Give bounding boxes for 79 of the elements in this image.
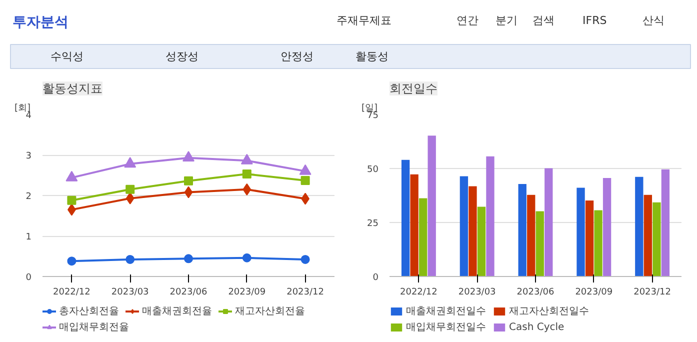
y-tick-label: 75 <box>367 111 378 121</box>
bar <box>661 169 670 276</box>
x-tick-label: 2023/12 <box>286 288 324 298</box>
text: 수익성 <box>50 50 84 63</box>
y-axis-title: [회] <box>14 104 31 114</box>
point <box>184 186 193 198</box>
legend-label: 매입채무회전일수 <box>406 321 486 334</box>
bar <box>477 206 486 276</box>
bar <box>602 178 612 276</box>
bar <box>468 186 477 276</box>
text: 활동성 <box>356 50 388 63</box>
text: 안정성 <box>280 50 314 63</box>
x-tick-label: 2023/03 <box>458 288 496 298</box>
bar <box>544 168 553 276</box>
point <box>184 254 193 264</box>
y-tick-label: 3 <box>26 152 32 162</box>
point <box>182 150 194 162</box>
x-tick-label: 2023/06 <box>170 288 208 298</box>
bar <box>486 156 494 276</box>
y-tick-label: 0 <box>372 273 379 283</box>
legend-label: 총자산회전율 <box>59 305 119 318</box>
text: 투자분석 <box>12 14 68 30</box>
chart-title: 활동성지표 <box>42 82 102 96</box>
bar <box>652 202 661 276</box>
legend-label: 매출채권회전일수 <box>406 305 486 318</box>
point <box>300 176 310 186</box>
y-tick-label: 25 <box>367 219 378 229</box>
point <box>300 255 310 264</box>
point <box>126 184 135 194</box>
bar <box>644 194 652 276</box>
text: 주재무제표 <box>336 14 392 27</box>
text: 검색 <box>532 14 554 27</box>
text: 연간 <box>456 14 478 27</box>
text: IFRS <box>582 14 607 27</box>
point <box>67 196 76 205</box>
legend-label: 재고자산회전율 <box>235 305 305 318</box>
bar <box>536 211 544 276</box>
bar <box>635 176 644 276</box>
x-tick-label: 2023/09 <box>575 288 613 298</box>
text: 산식 <box>642 14 664 27</box>
x-tick-label: 2022/12 <box>400 288 438 298</box>
legend-label: 매출채권회전율 <box>142 305 212 318</box>
bar <box>428 136 436 276</box>
x-tick-label: 2023/03 <box>111 288 149 298</box>
bar <box>418 198 428 276</box>
legend-label: Cash Cycle <box>509 321 564 333</box>
bar <box>401 160 410 276</box>
point <box>240 154 253 164</box>
bar <box>594 210 602 276</box>
point <box>126 255 135 264</box>
bar <box>585 200 594 276</box>
y-tick-label: 50 <box>367 165 379 175</box>
chart-title: 회전일수 <box>390 82 438 96</box>
point <box>242 253 252 262</box>
point <box>66 170 78 182</box>
bar <box>576 188 585 276</box>
legend-label: 재고자산회전일수 <box>509 305 589 318</box>
y-tick-label: 0 <box>26 273 32 283</box>
point <box>242 183 252 196</box>
y-tick-label: 4 <box>26 111 32 121</box>
point <box>124 157 136 168</box>
bar <box>518 184 526 276</box>
point <box>299 164 312 175</box>
text: 분기 <box>496 14 518 27</box>
x-tick-label: 2023/06 <box>516 288 554 298</box>
point <box>126 192 134 204</box>
x-tick-label: 2023/12 <box>634 288 671 298</box>
y-tick-label: 1 <box>26 232 32 242</box>
point <box>242 170 252 179</box>
point <box>67 256 76 266</box>
bar <box>460 176 468 276</box>
text: 성장성 <box>166 50 198 63</box>
point <box>184 176 193 186</box>
legend-label: 매입채무회전율 <box>59 321 129 334</box>
y-tick-label: 2 <box>26 192 32 202</box>
x-tick-label: 2022/12 <box>53 288 90 298</box>
bar <box>410 174 418 276</box>
x-tick-label: 2023/09 <box>228 288 266 298</box>
bar <box>527 194 536 276</box>
